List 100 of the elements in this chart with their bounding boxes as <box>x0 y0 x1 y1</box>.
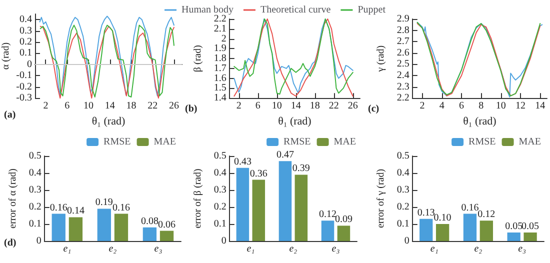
x-tick-label: 22 <box>328 100 339 112</box>
y-tick-label: 1.9 <box>214 43 226 54</box>
text: (c) <box>368 104 380 114</box>
data-label: 0.13 <box>417 207 435 218</box>
x-tick-label: e₂ <box>474 244 483 254</box>
data-label: 0.19 <box>95 197 113 208</box>
bar <box>463 214 477 241</box>
legend-label: MAE <box>334 136 356 148</box>
y-tick-label: 2.7 <box>396 36 410 48</box>
y-tick-label: 2.4 <box>396 70 410 81</box>
y-tick-label: 2.8 <box>396 24 410 36</box>
x-tick-label: e₂ <box>108 244 118 254</box>
y-tick-label: -0.1 <box>16 70 32 82</box>
y-axis-title: β (rad) <box>192 45 204 72</box>
data-label: 0.10 <box>434 212 452 224</box>
y-tick-label: 2.9 <box>396 14 410 24</box>
y-tick-label: 2.6 <box>396 47 410 58</box>
x-tick-label: 12 <box>515 100 526 112</box>
data-label: 0.05 <box>505 221 523 232</box>
y-tick-label: 0.5 <box>214 150 226 162</box>
y-tick-label: 0 <box>404 236 410 246</box>
y-axis-title: α (rad) <box>0 42 12 70</box>
x-tick-label: e₃ <box>518 244 527 254</box>
x-tick-label: 10 <box>83 100 94 112</box>
bar <box>142 227 157 241</box>
legend-label: RMSE <box>104 136 131 148</box>
x-tick-label: 10 <box>272 100 282 112</box>
text: (a) <box>4 110 16 120</box>
bar <box>236 168 250 241</box>
x-tick-label: 22 <box>148 100 158 112</box>
x-tick-label: 6 <box>459 100 464 112</box>
x-tick-label: e₁ <box>63 244 72 254</box>
bar <box>278 161 292 241</box>
data-label: 0.16 <box>50 202 68 214</box>
bar <box>507 232 520 241</box>
legend-label: Human body <box>182 4 234 16</box>
bar <box>97 208 111 241</box>
data-label: 0.12 <box>478 209 496 220</box>
bar <box>524 232 537 241</box>
x-axis-title: θ₁ (rad) <box>278 116 312 128</box>
x-tick-label: e₃ <box>332 244 340 254</box>
data-label: 0.16 <box>112 202 130 214</box>
bar <box>337 226 350 241</box>
data-label: 0.36 <box>250 168 268 180</box>
y-axis-title: error of β (rad) <box>192 168 204 228</box>
y-tick-label: 0.4 <box>214 168 226 178</box>
data-label: 0.43 <box>234 156 252 168</box>
bar <box>52 214 66 241</box>
y-tick-label: 2.1 <box>214 23 226 34</box>
bar <box>321 220 334 241</box>
y-tick-label: 0.4 <box>20 14 32 26</box>
y-tick-label: -0.2 <box>16 81 32 92</box>
x-tick-label: 18 <box>310 100 320 112</box>
x-tick-label: 6 <box>64 100 70 112</box>
y-tick-label: 0.1 <box>28 218 42 230</box>
data-label: 0.09 <box>334 214 352 226</box>
y-tick-label: -0.3 <box>16 92 32 104</box>
x-tick-label: e₃ <box>154 244 163 254</box>
data-label: 0.14 <box>66 206 84 217</box>
bar <box>294 174 308 241</box>
y-tick-label: 0.4 <box>396 168 410 178</box>
data-label: 0.06 <box>158 219 176 230</box>
y-tick-label: 2.2 <box>396 92 410 104</box>
y-tick-label: 0 <box>27 58 32 70</box>
data-label: 0.39 <box>292 163 310 174</box>
x-tick-label: e₂ <box>289 244 298 254</box>
x-tick-label: 2 <box>420 100 425 112</box>
x-axis-title: θ₁ (rad) <box>463 116 497 128</box>
y-tick-label: 0.5 <box>28 150 42 162</box>
y-tick-label: 0.2 <box>396 202 410 212</box>
data-label: 0.08 <box>140 216 158 227</box>
y-tick-label: 1.6 <box>214 72 226 84</box>
x-tick-label: 14 <box>535 100 546 112</box>
y-tick-label: 0.2 <box>214 202 226 212</box>
x-tick-label: 2 <box>43 100 48 112</box>
y-tick-label: 2.2 <box>214 14 226 24</box>
bar <box>420 218 433 241</box>
y-tick-label: 2.5 <box>396 58 410 70</box>
y-tick-label: 0.1 <box>20 48 32 59</box>
y-tick-label: 0.3 <box>20 25 32 36</box>
y-tick-label: 1.8 <box>214 53 226 64</box>
y-tick-label: 0.3 <box>214 184 226 196</box>
x-tick-label: 26 <box>168 100 179 112</box>
text: (b) <box>185 104 198 114</box>
bar <box>252 180 266 241</box>
y-tick-label: 2 <box>221 33 226 44</box>
legend-label: Theoretical curve <box>260 4 332 16</box>
legend-label: RMSE <box>468 136 496 148</box>
y-tick-label: 0.2 <box>20 36 32 48</box>
legend-label: Puppet <box>358 4 386 16</box>
y-tick-label: 0 <box>221 236 226 246</box>
x-tick-label: 2 <box>236 100 242 112</box>
y-tick-label: 1.4 <box>214 92 226 104</box>
x-tick-label: 14 <box>104 100 115 112</box>
y-tick-label: 0.4 <box>28 168 42 178</box>
x-tick-label: e₁ <box>246 244 255 254</box>
y-tick-label: 0.1 <box>214 218 226 230</box>
legend-label: MAE <box>518 136 542 148</box>
data-label: 0.16 <box>461 202 479 214</box>
y-axis-title: γ (rad) <box>376 45 386 73</box>
